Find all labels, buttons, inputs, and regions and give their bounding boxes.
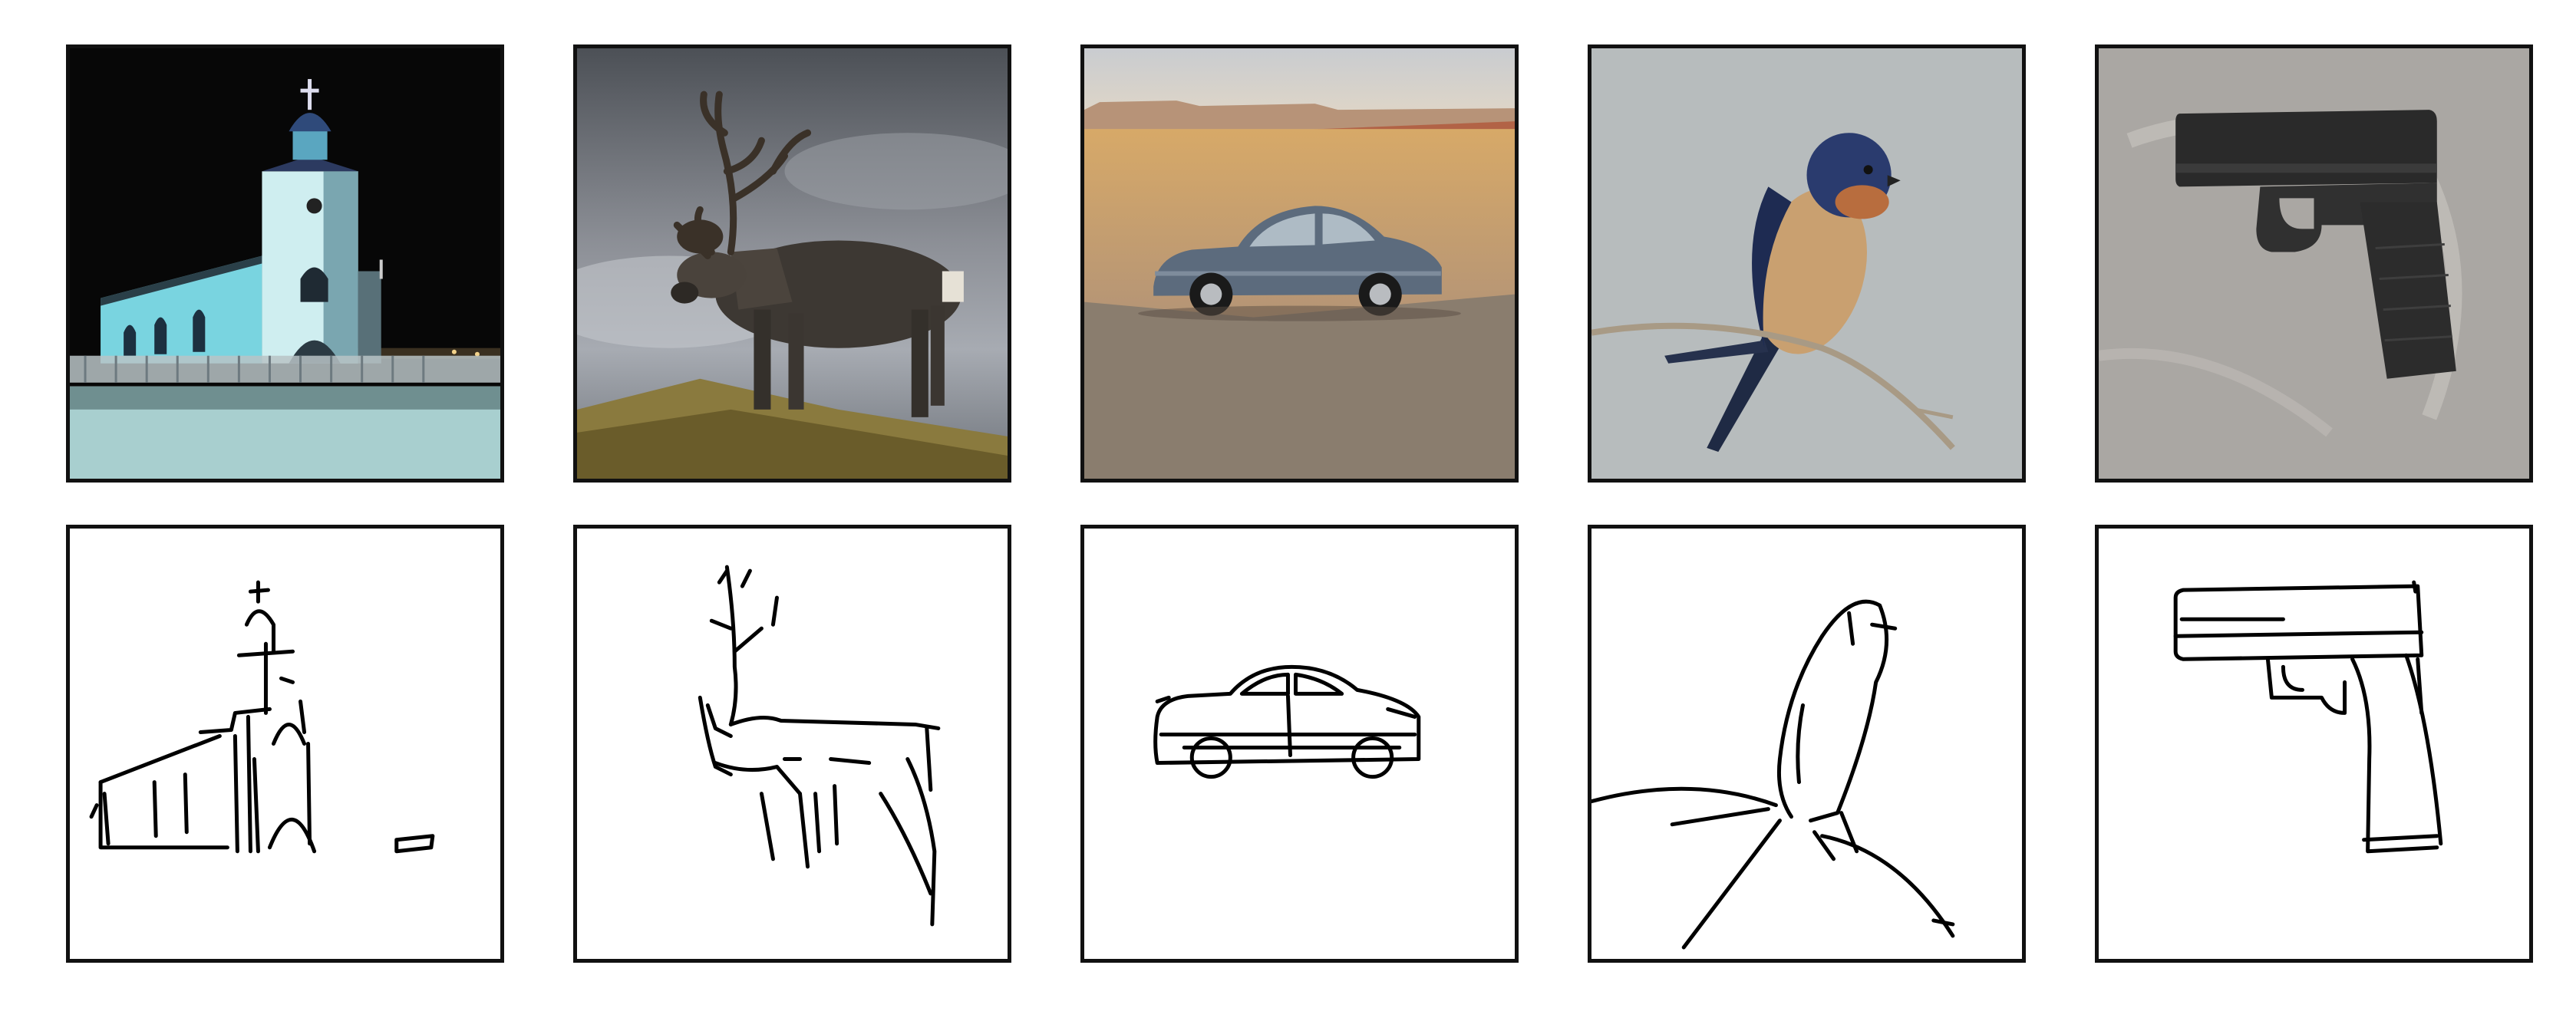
photo-swallow bbox=[1588, 44, 2026, 483]
sketch-car bbox=[1080, 525, 1519, 963]
sketch-swallow bbox=[1588, 525, 2026, 963]
photo-church bbox=[66, 44, 504, 483]
photo-reindeer bbox=[573, 44, 1011, 483]
sketch-reindeer bbox=[573, 525, 1011, 963]
photo-pistol bbox=[2095, 44, 2533, 483]
sketch-church bbox=[66, 525, 504, 963]
sketch-pistol bbox=[2095, 525, 2533, 963]
photo-car bbox=[1080, 44, 1519, 483]
